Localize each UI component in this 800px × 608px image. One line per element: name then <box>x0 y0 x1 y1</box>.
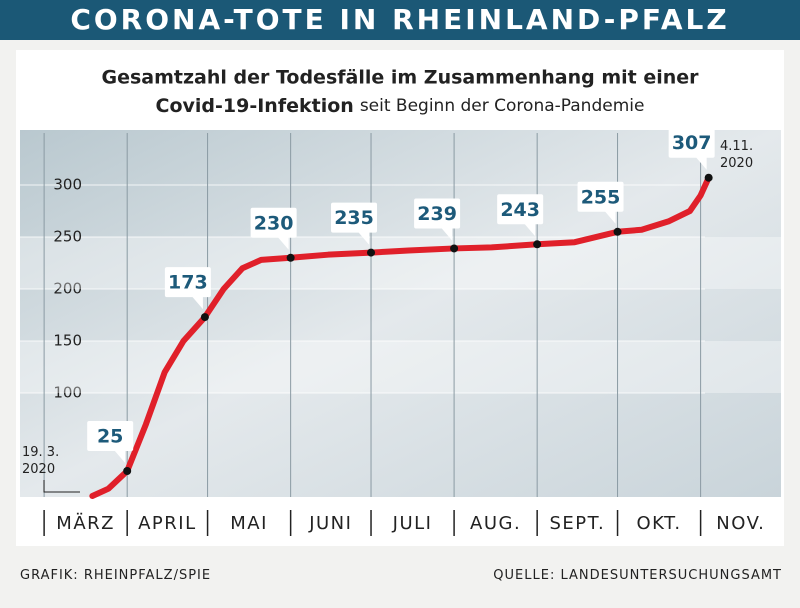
x-tick-label: AUG. <box>470 513 521 534</box>
subtitle: Covid-19-Infektion seit Beginn der Corona… <box>156 95 645 117</box>
x-tick-label: JUNI <box>308 513 352 534</box>
point <box>613 227 622 236</box>
data-label: 243 <box>500 199 540 221</box>
subtitle-rest: seit Beginn der Corona-Pandemie <box>360 96 645 116</box>
data-label: 230 <box>254 212 294 234</box>
band <box>20 341 781 393</box>
point <box>450 244 459 253</box>
callout-pointer <box>276 235 289 250</box>
header-title: CORONA-TOTE IN RHEINLAND-PFALZ <box>0 0 800 40</box>
callout-box <box>164 267 211 298</box>
callout-box <box>87 421 134 451</box>
annotation-arrow <box>43 480 80 493</box>
callout-pointer <box>603 209 616 224</box>
point <box>367 248 376 257</box>
data-label: 255 <box>581 186 621 208</box>
x-tick-label: OKT. <box>637 513 682 534</box>
callout-box <box>497 194 544 225</box>
y-tick-label: 250 <box>53 228 82 246</box>
line <box>89 174 712 499</box>
y-tick-label: 100 <box>53 384 82 402</box>
point <box>123 467 132 475</box>
x-tick-label: MAI <box>230 513 268 534</box>
callout-box <box>668 127 715 158</box>
callout-box <box>331 202 378 233</box>
data-label: 173 <box>168 272 208 294</box>
point <box>704 173 713 182</box>
callout-pointer <box>440 226 453 241</box>
x-tick-label: NOV. <box>716 513 765 534</box>
x-tick-label: MÄRZ <box>56 513 115 534</box>
annotation-line: 4.11. <box>720 139 753 154</box>
data-label: 235 <box>334 207 374 229</box>
y-tick-label: 150 <box>53 332 82 350</box>
x-tick-label: SEPT. <box>549 513 605 534</box>
callout-pointer <box>113 449 126 463</box>
band <box>20 237 781 289</box>
point <box>533 240 542 249</box>
point <box>200 313 209 322</box>
x-tick-label: APRIL <box>138 513 197 534</box>
callout-pointer <box>357 230 370 245</box>
source-right: QUELLE: LANDESUNTERSUCHUNGSAMT <box>493 568 782 583</box>
subtitle: Gesamtzahl der Todesfälle im Zusammenhan… <box>101 67 699 89</box>
annotation: 4.11. 2020 <box>720 139 753 171</box>
annotation: 19. 3. 2020 <box>22 445 59 477</box>
callout-box <box>577 181 624 212</box>
data-label: 25 <box>97 426 123 448</box>
y-tick-label: 300 <box>53 176 82 194</box>
y-tick-label: 200 <box>53 280 82 298</box>
annotation-line: 2020 <box>22 462 55 477</box>
callout-box <box>250 207 297 238</box>
annotation-line: 2020 <box>720 156 753 171</box>
point <box>286 253 295 262</box>
plot-background <box>20 130 781 497</box>
source-left: GRAFIK: RHEINPFALZ/SPIE <box>20 568 212 583</box>
data-label: 307 <box>672 132 712 154</box>
x-tick-label: JULI <box>392 513 433 534</box>
chart: Gesamtzahl der Todesfälle im Zusammenhan… <box>20 67 781 536</box>
data-label: 239 <box>417 203 457 225</box>
callout-box <box>414 198 461 229</box>
callout-pointer <box>190 295 203 310</box>
callout-pointer <box>523 222 536 237</box>
subtitle-bold: Covid-19-Infektion <box>156 95 354 117</box>
annotation-line: 19. 3. <box>22 445 59 460</box>
callout-pointer <box>694 155 707 170</box>
